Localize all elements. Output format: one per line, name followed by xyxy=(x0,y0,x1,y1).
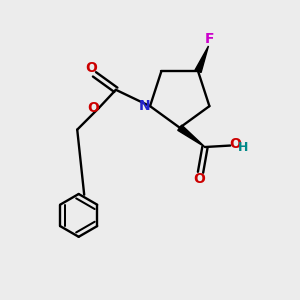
Text: H: H xyxy=(238,141,248,154)
Text: N: N xyxy=(139,99,151,113)
Text: O: O xyxy=(230,137,242,151)
Polygon shape xyxy=(178,125,205,147)
Text: O: O xyxy=(193,172,205,186)
Text: O: O xyxy=(87,101,99,115)
Text: O: O xyxy=(85,61,98,75)
Polygon shape xyxy=(195,46,208,73)
Text: F: F xyxy=(205,32,215,46)
